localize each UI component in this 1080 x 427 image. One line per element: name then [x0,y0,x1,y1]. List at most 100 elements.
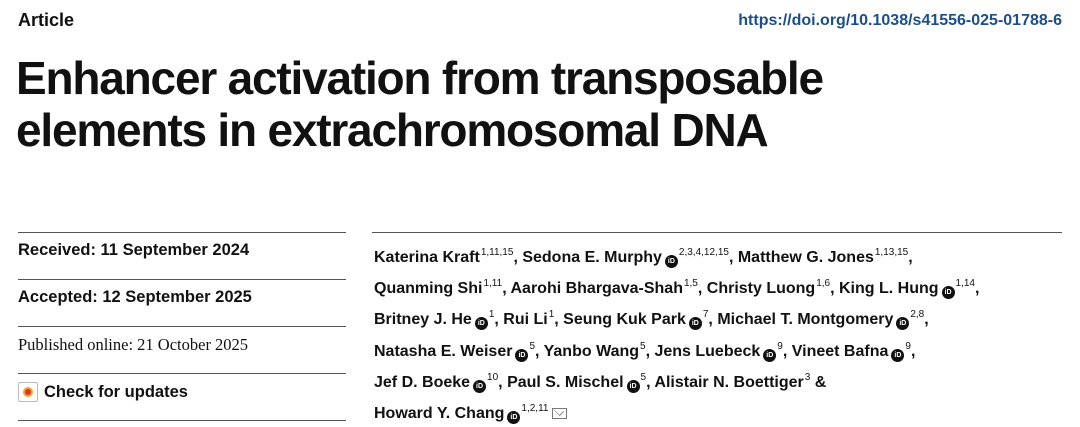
author-name[interactable]: Howard Y. Chang iD1,2,11 [374,403,568,425]
author-name-text: King L. Hung [839,280,939,298]
author-name[interactable]: King L. Hung iD1,14 [839,278,975,300]
author-name-text: Matthew G. Jones [737,249,874,266]
author-name[interactable]: Quanming Shi1,11 [374,278,503,298]
author-separator: , [975,280,980,298]
author-name[interactable]: Natasha E. Weiser iD5 [374,340,535,362]
author-separator: , [830,280,839,298]
check-for-updates-button[interactable]: Check for updates [18,382,346,402]
email-icon[interactable] [552,408,568,420]
author-separator: , [646,373,655,391]
author-separator: , [554,311,564,329]
orcid-icon[interactable]: iD [474,317,488,331]
authors-divider [372,232,1062,233]
author-affiliation-sup: 1 [488,309,495,321]
author-separator: , [782,342,792,360]
author-name-text: Natasha E. Weiser [374,342,513,360]
author-name[interactable]: Yanbo Wang5 [543,340,646,360]
author-name[interactable]: Aarohi Bhargava-Shah1,5 [510,278,698,298]
doi-link[interactable]: https://doi.org/10.1038/s41556-025-01788… [738,12,1062,29]
author-name[interactable]: Paul S. Mischel iD5 [507,371,647,393]
orcid-icon[interactable]: iD [941,286,955,300]
author-name[interactable]: Matthew G. Jones1,13,15 [737,247,909,266]
author-separator: , [708,311,718,329]
orcid-icon[interactable]: iD [763,348,777,362]
author-affiliation-sup: 9 [777,340,783,352]
author-name[interactable]: Jens Luebeck iD9 [654,340,783,362]
author-name[interactable]: Vineet Bafna iD9 [791,340,911,362]
author-name-text: Vineet Bafna [791,342,889,360]
author-name-text: Christy Luong [706,280,816,298]
author-affiliation-sup: 1,14 [955,278,975,290]
received-date: Received: 11 September 2024 [18,232,346,279]
check-for-updates-label: Check for updates [44,382,188,401]
author-name-text: Rui Li [503,311,548,329]
author-name[interactable]: Britney J. He iD1 [374,309,495,331]
author-separator: , [494,311,504,329]
author-affiliation-sup: 5 [529,340,535,352]
author-affiliation-sup: 2,8 [910,309,925,321]
author-name-text: Jef D. Boeke [374,373,471,391]
article-type-label: Article [18,10,75,30]
author-affiliation-sup: 3 [804,371,811,383]
orcid-icon[interactable]: iD [626,379,640,393]
orcid-icon[interactable]: iD [664,255,678,268]
author-name-text: Howard Y. Chang [374,405,505,423]
author-name-text: Michael T. Montgomery [717,311,894,329]
orcid-icon[interactable]: iD [515,348,529,362]
author-separator: , [645,342,655,360]
author-name[interactable]: Seung Kuk Park iD7 [563,309,709,331]
orcid-icon[interactable]: iD [507,411,521,425]
check-updates-row: Check for updates [18,373,346,421]
author-separator: , [910,342,916,360]
orcid-icon[interactable]: iD [891,348,905,362]
author-separator: , [924,311,929,329]
orcid-icon[interactable]: iD [896,317,910,331]
author-name[interactable]: Rui Li1 [503,309,555,329]
author-affiliation-sup: 9 [905,340,911,352]
title-line-1: Enhancer activation from transposable [16,52,824,104]
author-name[interactable]: Jef D. Boeke iD10 [374,371,499,393]
published-date: Published online: 21 October 2025 [18,326,346,373]
author-name[interactable]: Katerina Kraft1,11,15 [374,247,514,266]
author-affiliation-sup: 2,3,4,12,15 [678,247,729,258]
author-separator: , [513,249,523,266]
author-separator: , [498,373,508,391]
author-name[interactable]: Sedona E. Murphy iD2,3,4,12,15 [522,247,729,268]
author-affiliation-sup: 5 [640,371,647,383]
author-list: Katerina Kraft1,11,15, Sedona E. Murphy i… [374,240,1060,427]
author-name-text: Sedona E. Murphy [522,249,662,266]
author-affiliation-sup: 1,13,15 [874,247,909,258]
author-name-text: Seung Kuk Park [563,311,686,329]
author-name[interactable]: Michael T. Montgomery iD2,8 [717,309,925,331]
author-name[interactable]: Alistair N. Boettiger3 [654,371,811,391]
author-name[interactable]: Christy Luong1,6 [706,278,831,298]
author-separator: , [728,249,738,266]
title-line-2: elements in extrachromosomal DNA [16,104,769,156]
author-separator: , [908,249,913,266]
author-affiliation-sup: 1 [548,309,555,321]
author-affiliation-sup: 5 [640,340,646,352]
author-name-text: Aarohi Bhargava-Shah [510,280,683,298]
author-affiliation-sup: 7 [702,309,709,321]
author-affiliation-sup: 1,2,11 [521,403,549,415]
author-separator: , [697,280,707,298]
author-name-text: Alistair N. Boettiger [654,373,804,391]
author-affiliation-sup: 10 [487,371,499,383]
author-name-text: Yanbo Wang [543,342,640,360]
article-title: Enhancer activation from transposable el… [16,52,1056,156]
orcid-icon[interactable]: iD [688,317,702,331]
author-affiliation-sup: 1,11 [483,278,503,290]
author-separator: , [502,280,511,298]
author-affiliation-sup: 1,11,15 [480,247,514,258]
crossmark-icon [18,382,38,402]
orcid-icon[interactable]: iD [473,379,487,393]
author-affiliation-sup: 1,6 [816,278,831,290]
author-name-text: Paul S. Mischel [507,373,624,391]
author-name-text: Katerina Kraft [374,249,480,266]
article-dates-panel: Received: 11 September 2024 Accepted: 12… [18,232,346,421]
author-affiliation-sup: 1,5 [683,278,698,290]
author-name-text: Quanming Shi [374,280,483,298]
author-separator: & [810,373,827,391]
accepted-date: Accepted: 12 September 2025 [18,279,346,326]
author-separator: , [535,342,544,360]
